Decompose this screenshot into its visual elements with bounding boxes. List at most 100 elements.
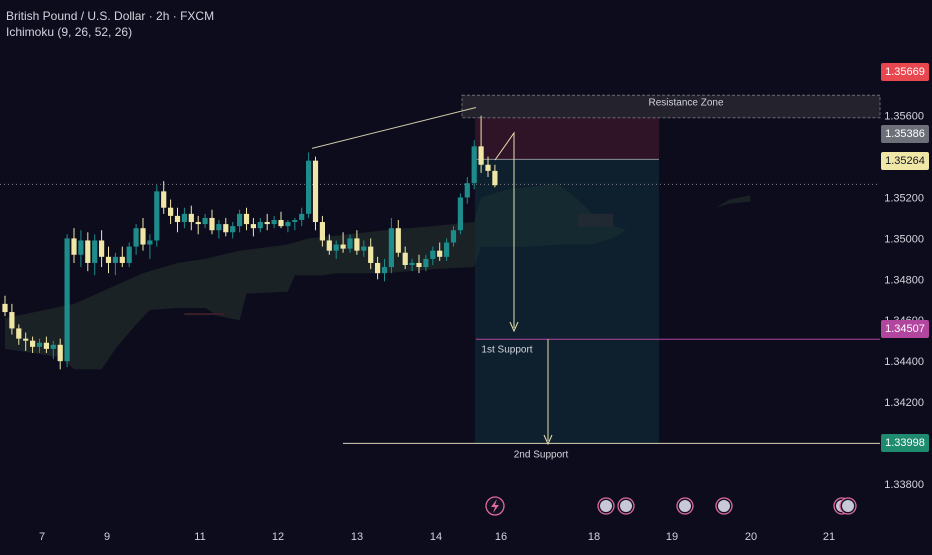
candle-body: [409, 262, 415, 265]
candle-body: [423, 258, 429, 268]
candle-body: [375, 262, 381, 274]
candle-body: [188, 213, 194, 223]
candle-body: [216, 224, 222, 231]
candle-body: [174, 215, 181, 223]
x-tick-label: 12: [272, 531, 284, 543]
us-flag-icon: [620, 500, 632, 512]
candle-body: [202, 217, 208, 225]
candle-body: [71, 238, 77, 255]
candle-body: [492, 170, 498, 186]
candle-body: [237, 213, 243, 227]
x-tick-label: 13: [351, 531, 363, 543]
x-tick-label: 9: [104, 531, 110, 543]
candle-body: [278, 219, 284, 227]
candle-body: [119, 256, 125, 263]
candle-body: [326, 240, 332, 251]
candle-body: [181, 213, 187, 223]
us-flag-icon: [718, 500, 730, 512]
candle-body: [230, 226, 236, 233]
candle-body: [416, 262, 422, 268]
y-tick-label: 1.35200: [884, 192, 924, 204]
candle-body: [78, 240, 84, 255]
candle-body: [223, 224, 229, 233]
candle-body: [471, 146, 477, 184]
x-tick-label: 16: [495, 531, 507, 543]
chart-header: British Pound / U.S. Dollar · 2h · FXCM …: [6, 8, 214, 40]
x-tick-label: 20: [745, 531, 757, 543]
candle-body: [347, 238, 353, 249]
entry-price-badge: 1.35386: [881, 125, 929, 143]
candle-body: [312, 160, 319, 223]
candle-body: [333, 244, 339, 251]
candle-body: [43, 342, 49, 349]
uk-flag-icon: [842, 500, 854, 512]
candle-body: [2, 303, 8, 313]
candle-body: [354, 238, 360, 251]
candle-body: [105, 256, 112, 263]
candle-body: [92, 240, 98, 263]
ichimoku-cloud-bearish: [184, 313, 225, 316]
candle-body: [147, 240, 153, 245]
candle-body: [444, 242, 450, 257]
candle-body: [161, 191, 167, 208]
x-tick-label: 18: [588, 531, 600, 543]
candle-body: [437, 250, 443, 257]
x-tick-label: 11: [194, 531, 205, 543]
candle-body: [395, 228, 401, 253]
indicator-label[interactable]: Ichimoku (9, 26, 52, 26): [6, 25, 133, 39]
y-tick-label: 1.35600: [884, 111, 924, 123]
candle-body: [154, 191, 160, 241]
x-tick-label: 19: [666, 531, 678, 543]
resistance-zone: [461, 94, 881, 119]
candle-body: [430, 250, 436, 259]
candle-body: [285, 222, 291, 227]
first-support-price-badge: 1.34507: [881, 320, 929, 338]
candle-body: [381, 267, 388, 274]
x-tick-label: 7: [39, 531, 45, 543]
first-support-label: 1st Support: [481, 344, 532, 355]
second-support-price-badge: 1.33998: [881, 434, 929, 452]
x-tick-label: 14: [430, 531, 442, 543]
candle-body: [209, 217, 215, 231]
candle-body: [485, 164, 491, 171]
candle-body: [292, 219, 298, 223]
candle-body: [257, 222, 263, 229]
y-tick-label: 1.34800: [884, 274, 924, 286]
candle-body: [340, 244, 346, 249]
last-price-badge: 1.35264: [881, 152, 929, 170]
candle-body: [16, 328, 22, 339]
candle-body: [23, 338, 29, 341]
candle-body: [299, 213, 305, 220]
candle-body: [85, 240, 91, 263]
y-tick-label: 1.34200: [884, 397, 924, 409]
candle-body: [450, 230, 457, 243]
candle-body: [195, 222, 201, 225]
candle-body: [271, 219, 277, 225]
arrow-down-icon: [543, 434, 553, 446]
candle-body: [126, 246, 132, 263]
candle-body: [30, 340, 36, 347]
resistance-zone-label: Resistance Zone: [648, 98, 723, 109]
arrow-down-icon: [509, 321, 519, 333]
candle-body: [50, 344, 56, 349]
resistance-price-badge: 1.35669: [881, 63, 929, 81]
candle-body: [306, 160, 312, 214]
x-tick-label: 21: [823, 531, 835, 543]
y-tick-label: 1.34400: [884, 356, 924, 368]
candle-body: [99, 240, 105, 257]
candle-body: [243, 213, 250, 225]
candle-body: [457, 197, 463, 231]
candle-body: [361, 246, 367, 251]
candle-body: [368, 246, 374, 263]
candle-body: [478, 146, 484, 165]
candle-body: [133, 228, 139, 247]
uk-flag-icon: [600, 500, 612, 512]
candle-body: [9, 312, 15, 329]
lightning-icon: [491, 499, 499, 513]
symbol-title[interactable]: British Pound / U.S. Dollar · 2h · FXCM: [6, 9, 215, 23]
candle-body: [64, 238, 70, 362]
candle-body: [168, 207, 174, 216]
target-area: [475, 159, 659, 444]
